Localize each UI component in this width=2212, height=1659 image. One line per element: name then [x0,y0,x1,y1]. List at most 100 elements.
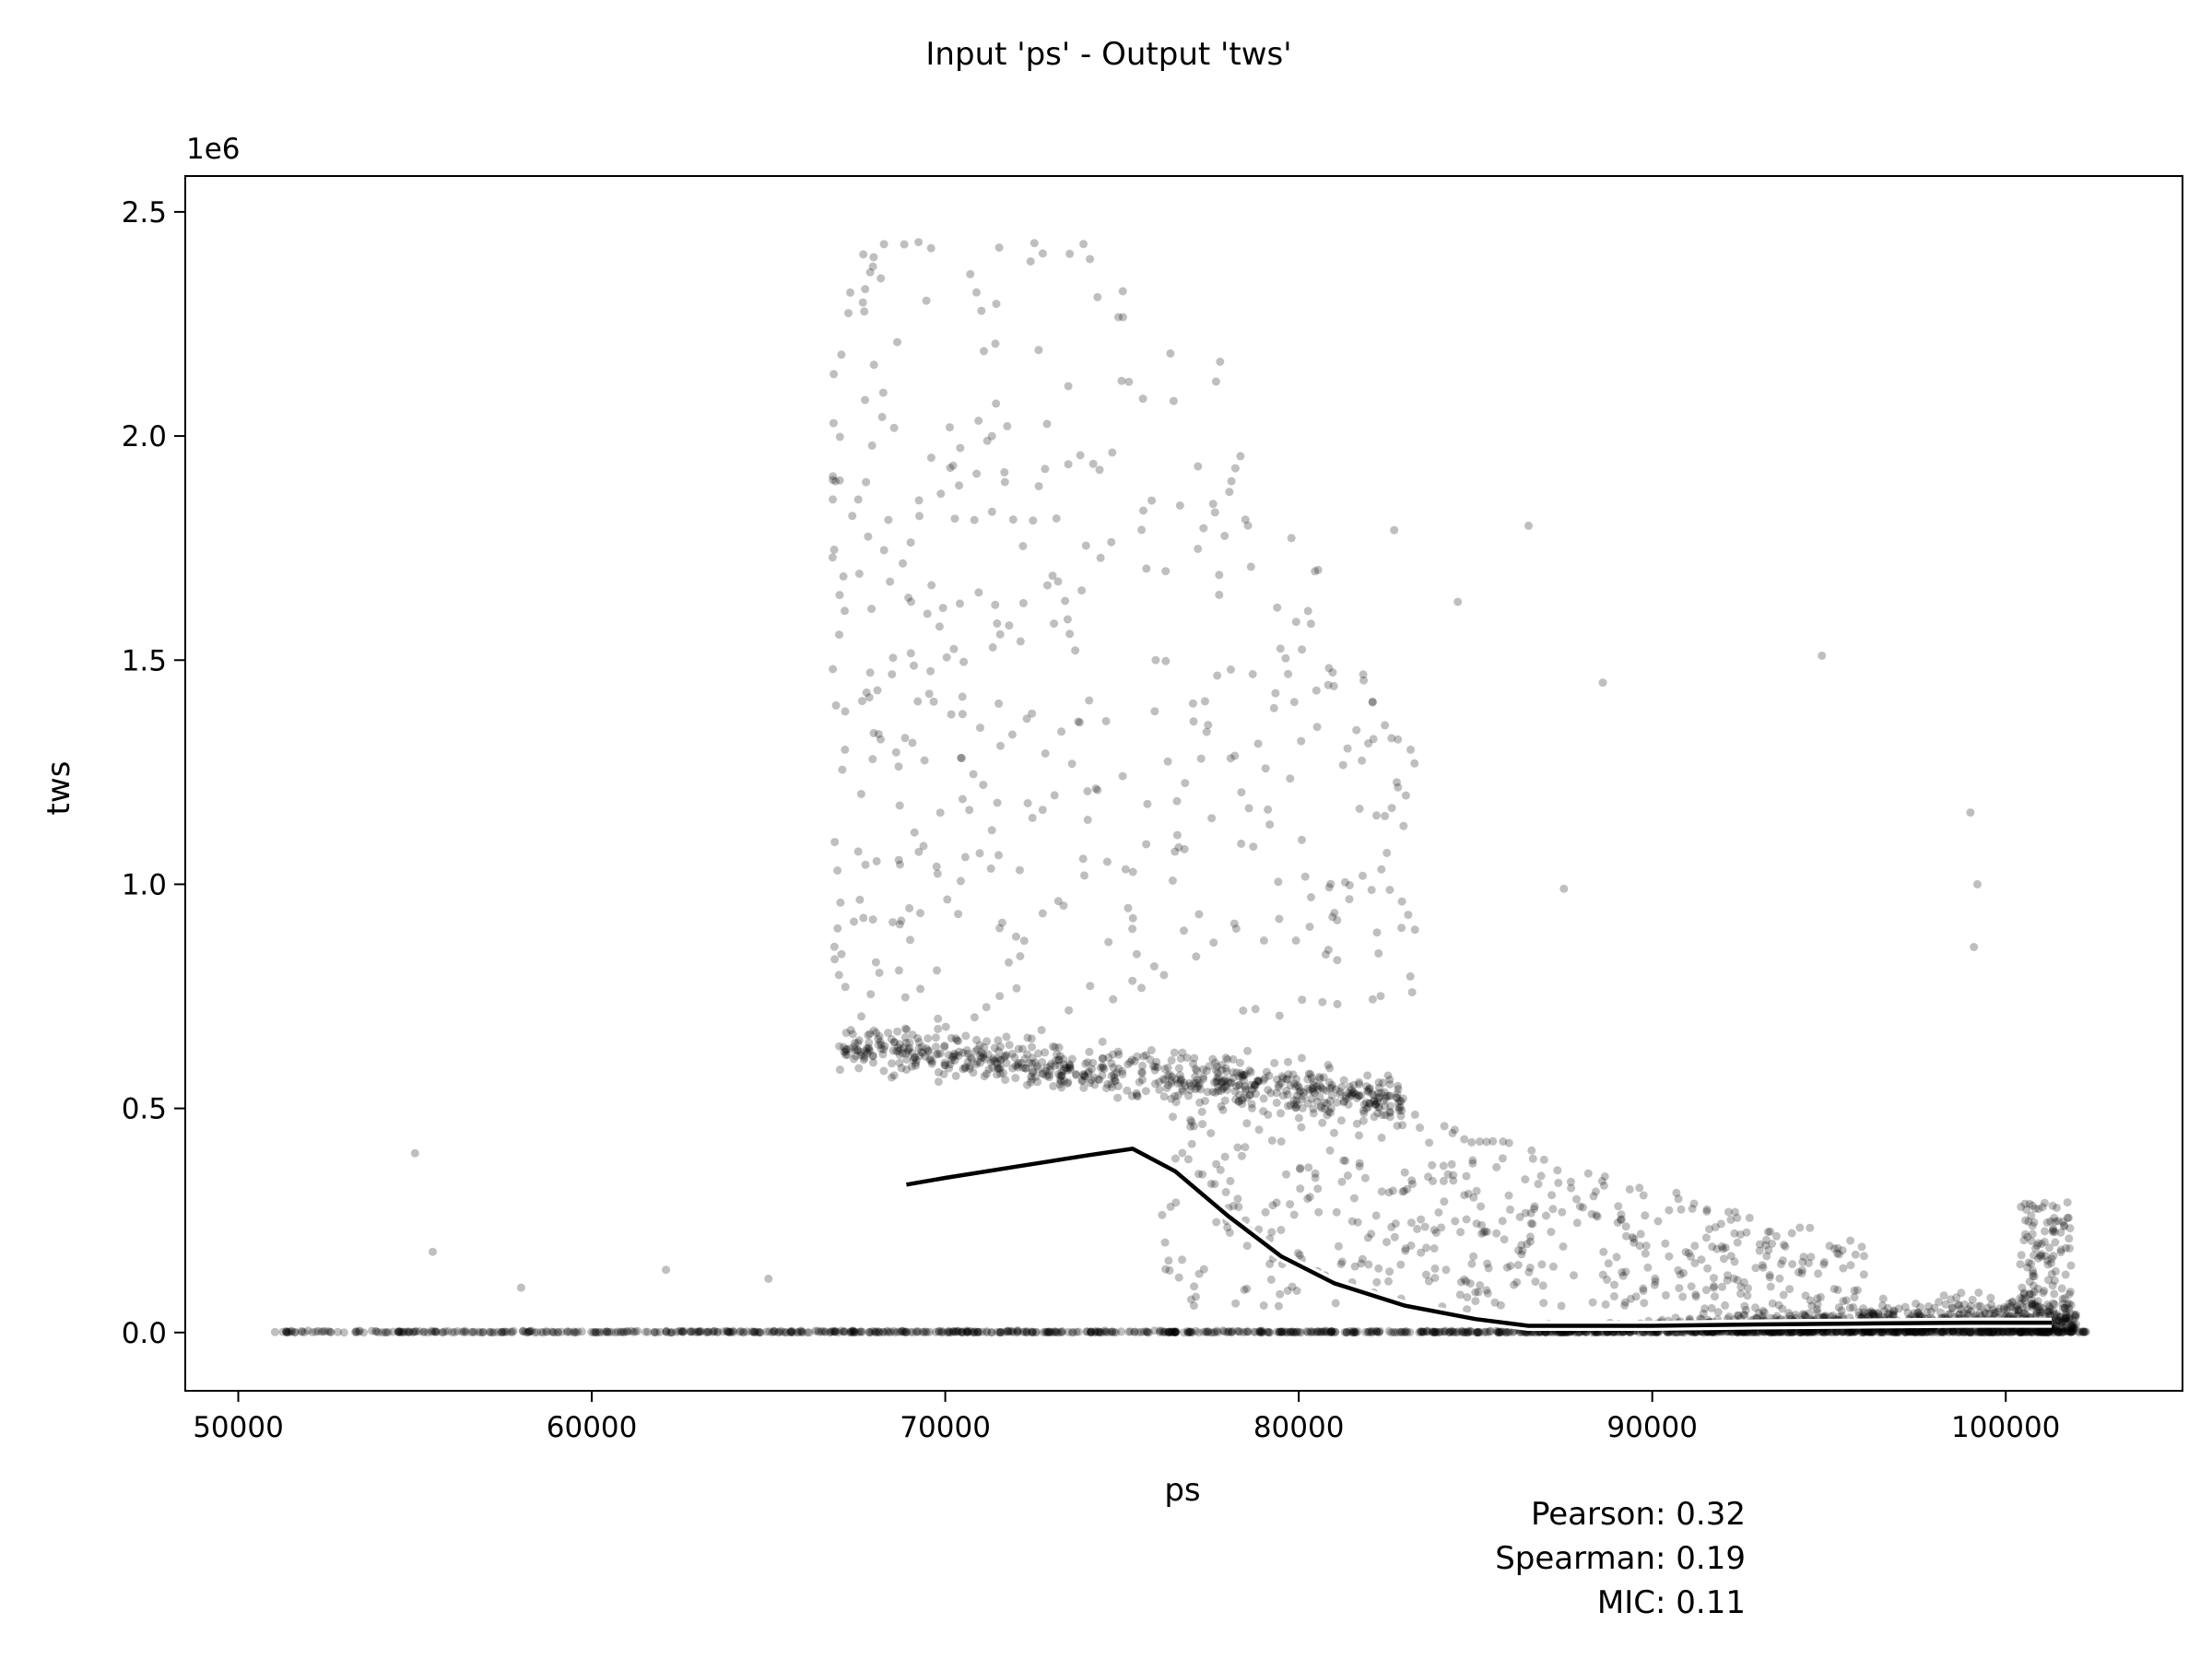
baseline-point [2079,1327,2088,1336]
baseline-point [485,1327,494,1336]
band-point [1277,1109,1285,1118]
baseline-point [1777,1327,1786,1336]
band-point [1259,1094,1268,1103]
edge-point [2043,1260,2053,1269]
mid-point [1613,1218,1622,1227]
mid-point [1675,1284,1684,1293]
baseline-point [789,1328,798,1337]
band-point [1027,1034,1036,1043]
mid-point [1349,1194,1359,1203]
baseline-point [1990,1327,1999,1336]
baseline-point [2014,1327,2023,1336]
baseline-point [963,1328,972,1337]
cluster-point [2028,1300,2037,1310]
band-point [1316,1074,1324,1083]
edge-point [2020,1199,2030,1208]
baseline-point [849,1327,858,1335]
mid-point [1242,1119,1252,1128]
cluster-point [1795,1328,1804,1337]
band-point [1364,1102,1373,1112]
baseline-point [1348,1326,1358,1335]
baseline-point [1912,1327,1921,1336]
cluster-point [2041,1327,2051,1336]
baseline-point [841,1327,849,1336]
high-point [894,762,903,771]
baseline-point [1018,1327,1028,1336]
band-point [856,1051,865,1060]
baseline-point [1233,1327,1241,1335]
band-point [1007,1049,1017,1058]
baseline-point [1922,1327,1930,1336]
mid-point [1691,1290,1700,1300]
baseline-point [1911,1327,1920,1336]
band-point [1374,1088,1383,1098]
mid-point [1813,1300,1822,1309]
edge-point [2056,1228,2065,1237]
high-point [1050,619,1059,629]
baseline-point [1000,1327,1009,1336]
high-point [899,559,907,568]
baseline-point [963,1327,971,1336]
baseline-point [1265,1328,1275,1337]
band-point [1049,1082,1058,1090]
baseline-point [1313,1327,1323,1336]
band-point [979,1050,988,1059]
band-point [1056,1077,1065,1086]
cluster-point [1765,1327,1774,1336]
high-point [830,838,840,847]
mid-point [1248,1104,1256,1112]
baseline-point [1302,1327,1312,1336]
baseline-point [270,1327,279,1336]
band-point [893,1027,902,1036]
band-point [1018,1044,1027,1053]
high-point [830,942,839,951]
baseline-point [694,1327,703,1336]
edge-point [2053,1310,2062,1319]
baseline-point [285,1327,294,1336]
band-point [1235,1058,1244,1067]
band-point [1171,1098,1181,1107]
baseline-point [1417,1327,1426,1336]
band-point [1109,1050,1117,1059]
mid-point [1492,1162,1501,1171]
mid-point [1206,1180,1216,1188]
cluster-point [1936,1308,1945,1317]
baseline-point [1861,1327,1870,1336]
band-point [1241,1070,1251,1079]
baseline-point [1303,1327,1312,1336]
band-point [1195,1098,1205,1107]
band-point [1347,1086,1356,1095]
high-point [1204,721,1213,730]
cluster-point [2067,1321,2077,1329]
baseline-point [643,1327,653,1336]
mid-point [1674,1194,1683,1204]
cluster-point [2011,1306,2020,1314]
high-point [1213,671,1222,680]
mid-point [1221,1187,1230,1196]
baseline-point [1275,1327,1284,1336]
baseline-point [1734,1327,1743,1336]
baseline-point [1194,1328,1204,1337]
mid-point [1518,1246,1527,1255]
mid-point [1625,1184,1634,1194]
baseline-point [1313,1327,1323,1336]
baseline-point [1889,1328,1899,1337]
baseline-point [1183,1328,1193,1337]
edge-point [2035,1306,2044,1314]
baseline-point [1191,1326,1200,1335]
high-point [1297,736,1306,746]
high-point [1166,349,1175,358]
baseline-point [1094,1328,1103,1337]
band-point [1132,1088,1141,1098]
mid-point [1711,1223,1720,1231]
mid-point [1665,1206,1674,1215]
cluster-point [1864,1308,1873,1317]
band-point [1103,1079,1112,1088]
baseline-point [2067,1327,2077,1336]
baseline-point [1983,1327,1993,1336]
band-point [1026,1077,1035,1087]
baseline-point [409,1327,418,1336]
band-point [1114,1050,1124,1059]
cluster-point [1868,1309,1877,1318]
mid-point [1531,1277,1540,1287]
